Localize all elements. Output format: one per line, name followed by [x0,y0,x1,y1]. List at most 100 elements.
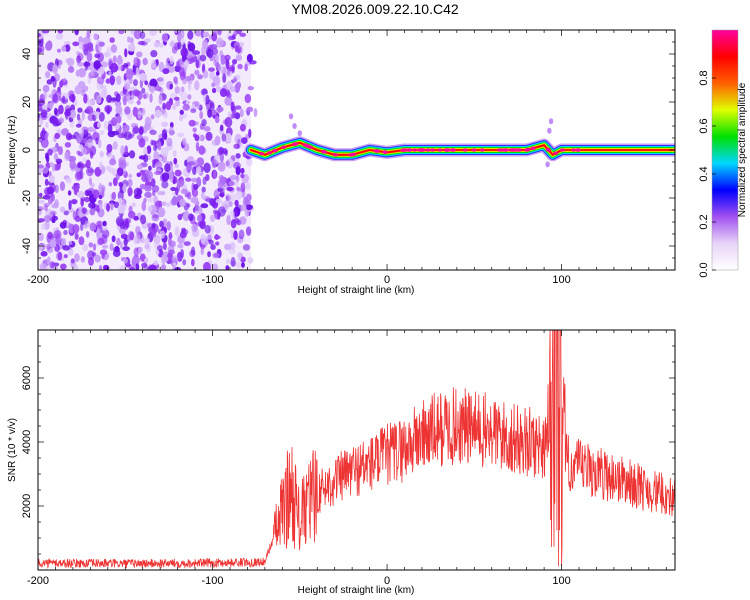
noise-blob [211,263,219,270]
noise-blob [43,215,52,223]
noise-blob [119,241,123,249]
noise-blob [127,211,136,219]
noise-blob [125,70,134,80]
noise-blob [197,74,203,80]
noise-blob [151,213,160,222]
noise-blob [148,85,156,92]
noise-blob [58,117,65,124]
noise-blob [127,99,134,105]
noise-blob [61,95,66,103]
noise-blob [187,42,196,52]
noise-blob [47,197,53,205]
noise-blob [89,207,96,216]
noise-blob [239,32,247,37]
noise-blob [150,49,158,58]
noise-blob [245,200,251,205]
noise-blob [231,63,235,74]
noise-blob [234,105,242,110]
noise-blob [118,197,123,204]
noise-blob [180,229,189,235]
noise-blob [187,191,192,200]
noise-blob [41,139,48,148]
noise-blob [240,203,247,212]
noise-blob [124,82,131,90]
noise-blob [173,30,181,34]
noise-blob [162,242,167,251]
signal-hotspot [382,150,388,154]
noise-blob [193,184,199,191]
spectrogram-y-tick-label: 0 [21,147,33,153]
noise-blob [235,30,242,35]
noise-blob [92,111,101,116]
noise-blob [43,90,48,100]
spectrogram-noise-field [38,30,554,270]
noise-blob [200,203,209,209]
noise-blob [47,231,53,240]
signal-hotspot [401,148,407,152]
colorbar-tick-label: 0.4 [698,166,710,181]
noise-blob [212,252,220,259]
noise-blob [112,249,121,257]
noise-blob [112,55,117,64]
noise-blob [63,77,67,82]
noise-blob [77,107,83,113]
noise-blob [52,93,58,103]
noise-blob [201,192,206,200]
noise-blob [130,122,139,129]
noise-blob [235,54,243,62]
noise-blob [54,132,61,139]
noise-blob [109,75,116,86]
noise-blob [234,199,239,207]
noise-blob [224,117,233,128]
noise-blob [246,53,253,63]
noise-blob [132,106,139,117]
noise-blob [98,65,105,76]
noise-blob [143,93,147,100]
noise-blob [240,137,248,145]
noise-blob [97,138,102,149]
noise-blob [46,112,52,118]
noise-blob [76,55,82,64]
signal-hotspot [437,148,443,152]
noise-blob [117,133,125,139]
noise-blob [86,52,93,62]
noise-blob [88,202,96,209]
snr-y-tick-label: 4000 [21,430,33,454]
noise-blob [211,159,217,169]
noise-blob [174,169,182,177]
noise-blob [161,33,169,42]
noise-blob [111,191,117,201]
noise-blob [144,38,152,43]
colorbar-tick-label: 0.8 [698,70,710,85]
snr-x-tick-label: 100 [552,575,570,587]
noise-blob [545,161,550,168]
noise-blob [76,190,85,198]
noise-blob [154,109,162,118]
noise-blob [244,93,252,104]
noise-blob [204,224,211,234]
noise-blob [248,128,252,138]
signal-hotspot [332,153,338,157]
colorbar-tick-label: 0.2 [698,214,710,229]
noise-blob [215,198,223,204]
noise-blob [245,193,252,202]
noise-blob [57,252,62,261]
noise-blob [182,210,190,222]
noise-blob [86,47,94,52]
noise-blob [292,123,297,129]
noise-blob [141,108,146,116]
noise-blob [199,110,204,120]
noise-blob [119,265,127,270]
noise-blob [139,72,147,82]
noise-blob [59,181,66,191]
noise-blob [108,182,113,187]
noise-blob [227,200,233,208]
noise-blob [149,93,153,103]
noise-blob [230,256,236,267]
noise-blob [187,161,195,166]
noise-blob [129,266,136,270]
noise-blob [137,109,142,120]
noise-blob [82,157,87,163]
noise-blob [98,161,103,170]
signal-hotspot [511,148,518,152]
